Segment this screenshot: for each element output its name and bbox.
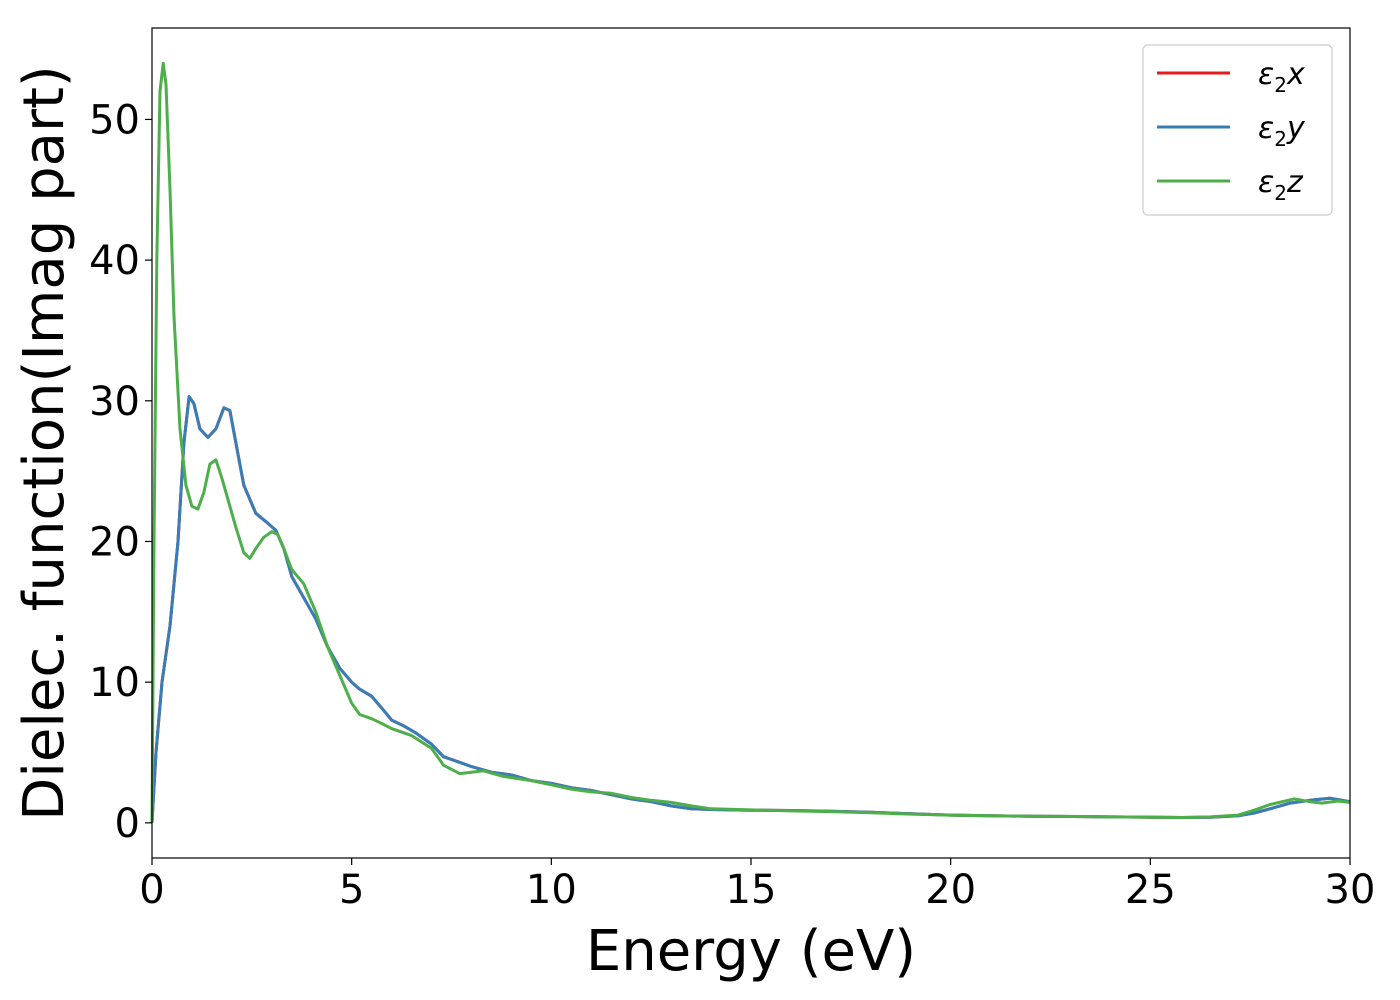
x-tick-label: 10	[526, 867, 577, 913]
series-line-y	[150, 395, 1351, 823]
axis-ticks: 0 5 10 15 20 25 30 0 10 20 30 40 50	[89, 97, 1375, 913]
legend: ε2x ε2y ε2z	[1142, 44, 1333, 216]
y-tick-label: 20	[89, 519, 140, 565]
plot-area	[150, 61, 1351, 823]
x-tick-label: 0	[139, 867, 164, 913]
plot-frame	[151, 27, 1351, 859]
x-axis-title: Energy (eV)	[586, 919, 916, 984]
y-tick-label: 40	[89, 238, 140, 284]
x-tick-label: 5	[339, 867, 364, 913]
x-tick-label: 30	[1325, 867, 1376, 913]
x-tick-label: 15	[726, 867, 777, 913]
x-tick-label: 20	[925, 867, 976, 913]
legend-label-y: ε2y	[1258, 111, 1306, 151]
y-tick-label: 0	[115, 801, 140, 847]
y-tick-label: 10	[89, 660, 140, 706]
legend-label-z: ε2z	[1258, 165, 1304, 205]
legend-label-x: ε2x	[1258, 57, 1305, 97]
y-axis-title: Dielec. function(Imag part)	[12, 65, 77, 821]
x-tick-label: 25	[1125, 867, 1176, 913]
series-line-x	[150, 395, 1351, 823]
y-tick-label: 50	[89, 97, 140, 143]
series-line-z	[150, 61, 1351, 823]
legend-frame	[1142, 44, 1333, 216]
y-tick-label: 30	[89, 379, 140, 425]
